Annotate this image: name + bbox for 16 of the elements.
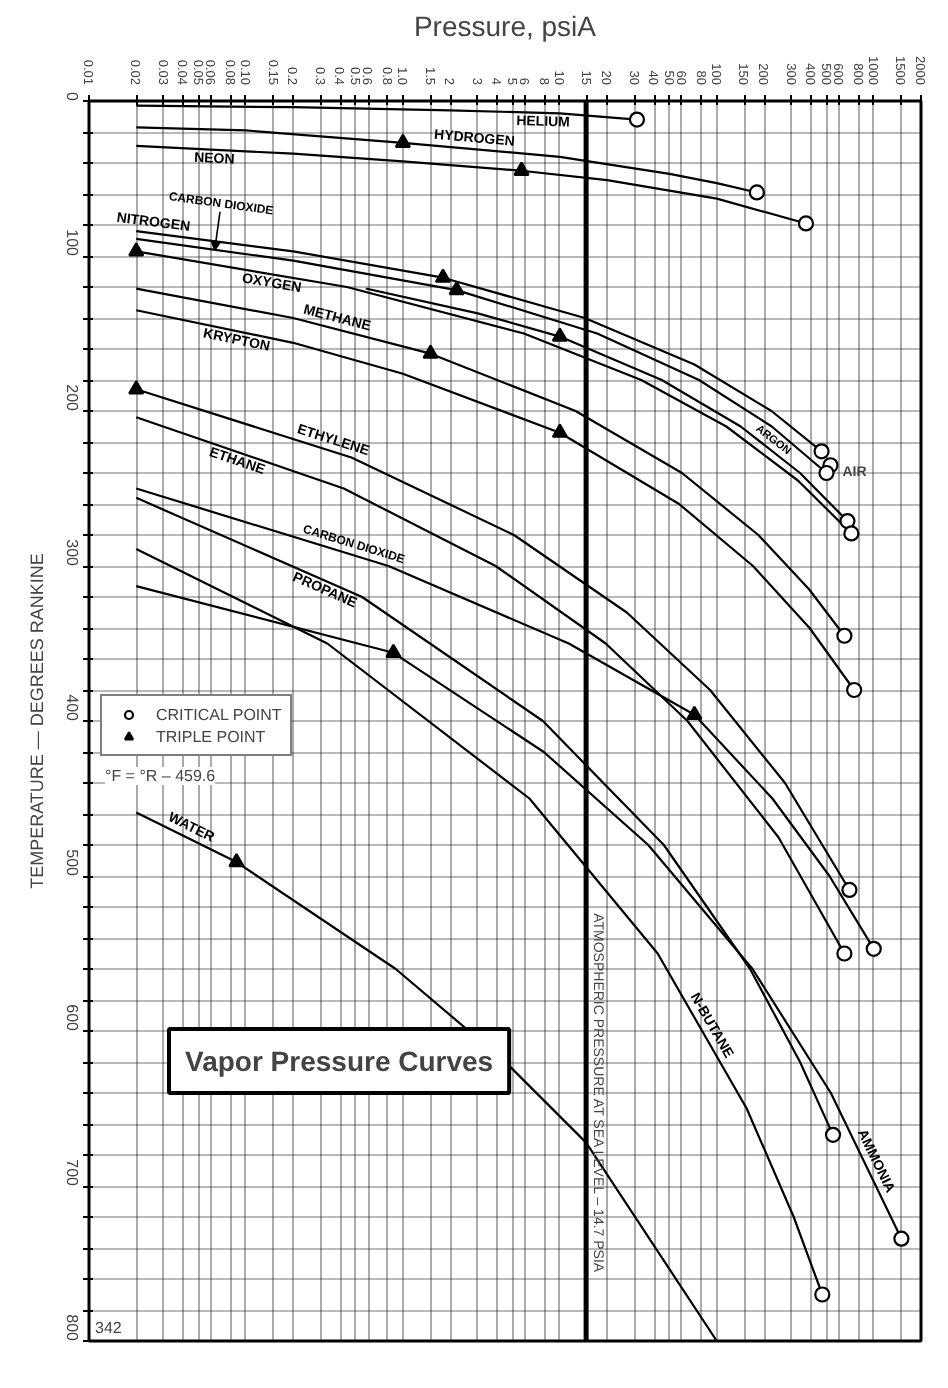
y-axis-title: TEMPERATURE — DEGREES RANKINE	[27, 553, 47, 889]
y-tick-label: 300	[63, 539, 81, 568]
x-axis-title: Pressure, psiA	[413, 10, 598, 43]
text: Vapor Pressure Curves	[185, 1045, 494, 1077]
y-tick-label: 400	[63, 694, 81, 723]
annotation: °F = °R – 459.6	[105, 767, 217, 785]
annotation: 342	[95, 1319, 123, 1337]
y-tick-label: 0	[63, 92, 81, 103]
y-tick-label: 200	[63, 384, 81, 413]
y-tick-label: 500	[63, 849, 81, 878]
y-tick-label: 800	[63, 1314, 81, 1343]
legend-label: TRIPLE POINT	[156, 726, 266, 746]
y-tick-label: 700	[63, 1159, 81, 1188]
y-tick-label: 100	[63, 229, 81, 258]
legend-label: CRITICAL POINT	[156, 704, 282, 724]
y-tick-label: 600	[63, 1004, 81, 1033]
